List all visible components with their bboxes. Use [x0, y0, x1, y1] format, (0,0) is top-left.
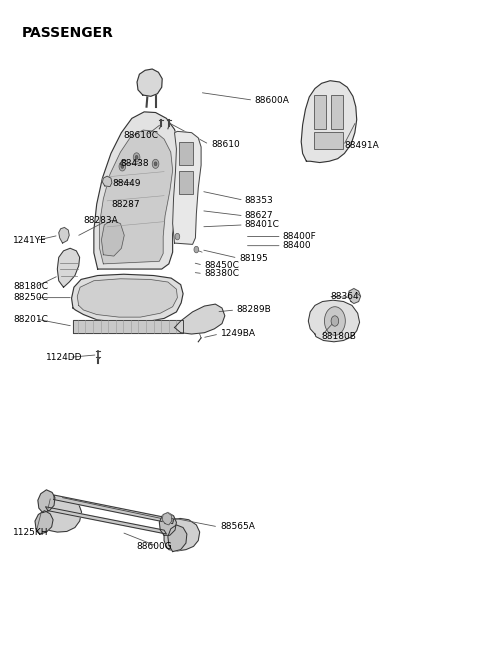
Text: 88287: 88287 [111, 200, 140, 208]
Text: 88610C: 88610C [124, 131, 159, 140]
Polygon shape [77, 279, 178, 317]
Text: 88401C: 88401C [245, 220, 280, 229]
Bar [179, 142, 192, 165]
Polygon shape [175, 304, 225, 334]
Text: 88364: 88364 [330, 292, 359, 301]
Text: 88627: 88627 [245, 212, 274, 220]
Text: 88289B: 88289B [236, 305, 271, 314]
Polygon shape [102, 176, 112, 187]
Text: PASSENGER: PASSENGER [22, 26, 114, 39]
Polygon shape [46, 498, 82, 532]
Polygon shape [162, 513, 172, 525]
Circle shape [152, 159, 159, 168]
Circle shape [175, 233, 180, 240]
Text: 88353: 88353 [245, 196, 274, 205]
Polygon shape [73, 320, 183, 333]
Polygon shape [38, 490, 55, 513]
Text: 1249BA: 1249BA [221, 329, 256, 339]
Polygon shape [46, 507, 167, 534]
Bar [314, 95, 326, 129]
Polygon shape [57, 248, 80, 288]
Polygon shape [35, 511, 53, 534]
Text: 88250C: 88250C [13, 293, 48, 302]
Text: 88610: 88610 [212, 140, 240, 149]
Polygon shape [159, 513, 177, 535]
Text: 1125KH: 1125KH [13, 528, 48, 537]
Text: 88180B: 88180B [322, 332, 357, 341]
Text: 88600A: 88600A [254, 96, 289, 105]
Text: 1124DD: 1124DD [47, 353, 83, 362]
Circle shape [324, 307, 345, 335]
Polygon shape [137, 69, 162, 96]
Polygon shape [101, 220, 124, 256]
Circle shape [133, 153, 140, 162]
Polygon shape [99, 130, 173, 264]
Text: 88565A: 88565A [220, 523, 255, 531]
Circle shape [194, 246, 199, 253]
Bar [179, 171, 192, 194]
Text: 88600G: 88600G [137, 542, 172, 551]
Polygon shape [164, 519, 200, 551]
Circle shape [331, 316, 339, 326]
Bar [314, 132, 343, 149]
Circle shape [135, 155, 138, 159]
Text: 88438: 88438 [120, 159, 149, 168]
Polygon shape [59, 227, 69, 243]
Polygon shape [94, 112, 181, 269]
Text: 1241YE: 1241YE [13, 236, 47, 245]
Text: 88201C: 88201C [13, 314, 48, 324]
Polygon shape [54, 495, 174, 523]
Polygon shape [308, 300, 360, 342]
Bar [331, 95, 343, 129]
Text: 88491A: 88491A [344, 141, 379, 150]
Polygon shape [72, 274, 183, 322]
Text: 88400F: 88400F [283, 232, 316, 241]
Circle shape [121, 164, 124, 168]
Text: 88195: 88195 [239, 253, 268, 263]
Polygon shape [348, 289, 360, 303]
Text: 88449: 88449 [112, 179, 140, 188]
Text: 88400: 88400 [283, 241, 312, 250]
Circle shape [154, 162, 157, 166]
Text: 88180C: 88180C [13, 282, 48, 291]
Text: 88450C: 88450C [204, 261, 239, 270]
Circle shape [119, 162, 126, 171]
Polygon shape [301, 81, 357, 162]
Text: 88283A: 88283A [84, 217, 118, 225]
Polygon shape [168, 525, 187, 552]
Polygon shape [173, 132, 201, 244]
Text: 88380C: 88380C [204, 269, 239, 278]
